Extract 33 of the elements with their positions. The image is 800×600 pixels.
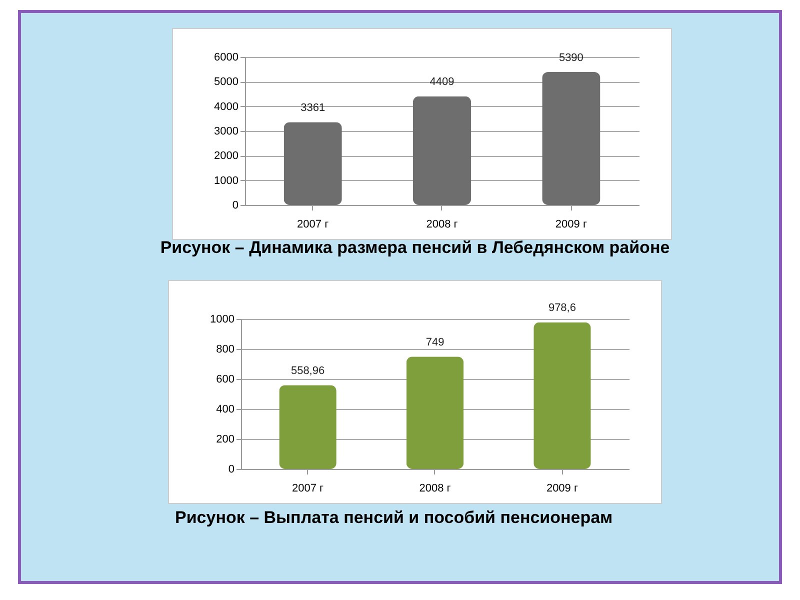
y-tick-label: 4000 [214,100,238,113]
bar [542,72,600,205]
y-tick-label: 1000 [214,174,238,187]
y-tick-label: 0 [232,200,238,212]
x-tick-label: 2008 г [419,482,451,494]
y-tick-label: 600 [216,374,234,386]
y-tick-label: 5000 [214,76,238,88]
y-tick-label: 6000 [214,52,238,64]
data-label: 978,6 [548,302,576,314]
data-label: 4409 [430,76,454,88]
text: Рисунок – Выплата пенсий и пособий пенсионерам [175,508,614,528]
data-label: 558,96 [290,365,325,378]
bar [284,122,342,205]
y-tick-label: 3000 [214,126,238,138]
x-tick-label: 2007 г [297,218,329,230]
data-label: 749 [426,336,444,349]
data-label: 3361 [300,102,326,114]
y-tick-label: 2000 [214,150,238,162]
data-label: 5390 [558,52,584,64]
y-tick-label: 0 [228,464,234,476]
y-tick-label: 800 [216,344,234,356]
bar [406,356,464,469]
x-tick-label: 2009 г [555,218,587,230]
x-tick-label: 2008 г [426,218,458,230]
bar [534,322,591,469]
text: Рисунок – Динамика размера пенсий в Лебедянском районе [159,238,671,258]
y-tick-label: 400 [216,404,234,416]
y-tick-label: 1000 [210,314,234,326]
bar [412,96,472,205]
x-tick-label: 2009 г [546,482,578,494]
x-tick-label: 2007 г [292,482,324,494]
bar [279,385,336,469]
y-tick-label: 200 [216,434,234,446]
